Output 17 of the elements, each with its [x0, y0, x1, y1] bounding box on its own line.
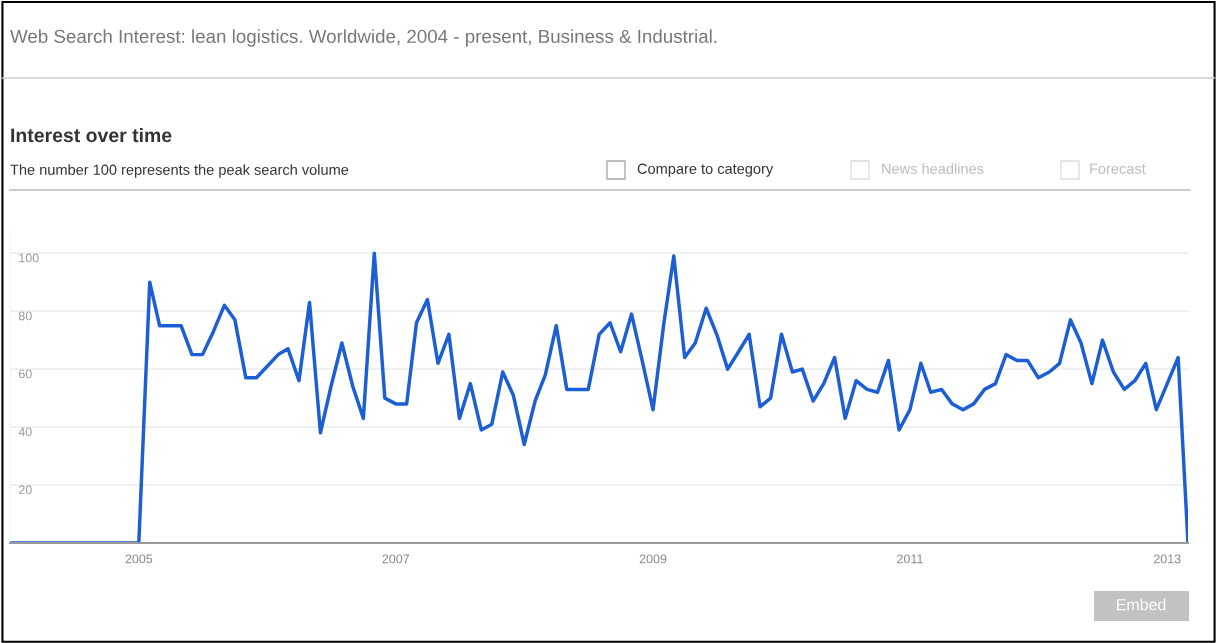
y-tick-label: 80 [18, 311, 32, 321]
chart-subtitle: The number 100 represents the peak search volume [10, 164, 349, 178]
text: News headlines [882, 163, 984, 174]
x-tick-label: 2011 [897, 554, 923, 564]
x-tick-label: 2009 [639, 554, 667, 564]
y-tick-label: 60 [18, 369, 32, 379]
text: Forecast [1090, 163, 1146, 174]
chart-title: Interest over time [11, 127, 172, 143]
text: Embed [1117, 598, 1166, 611]
y-tick-label: 20 [18, 485, 32, 495]
text: Compare to category [637, 163, 774, 177]
y-tick-label: 100 [19, 253, 39, 263]
x-tick-label: 2005 [125, 554, 153, 564]
x-tick-label: 2013 [1153, 554, 1181, 564]
text: Web Search Interest: lean logistics. Worldwide, 2004 - present, Business & Industrial. [10, 29, 717, 47]
x-tick-label: 2007 [382, 554, 410, 564]
y-tick-label: 40 [18, 427, 32, 437]
